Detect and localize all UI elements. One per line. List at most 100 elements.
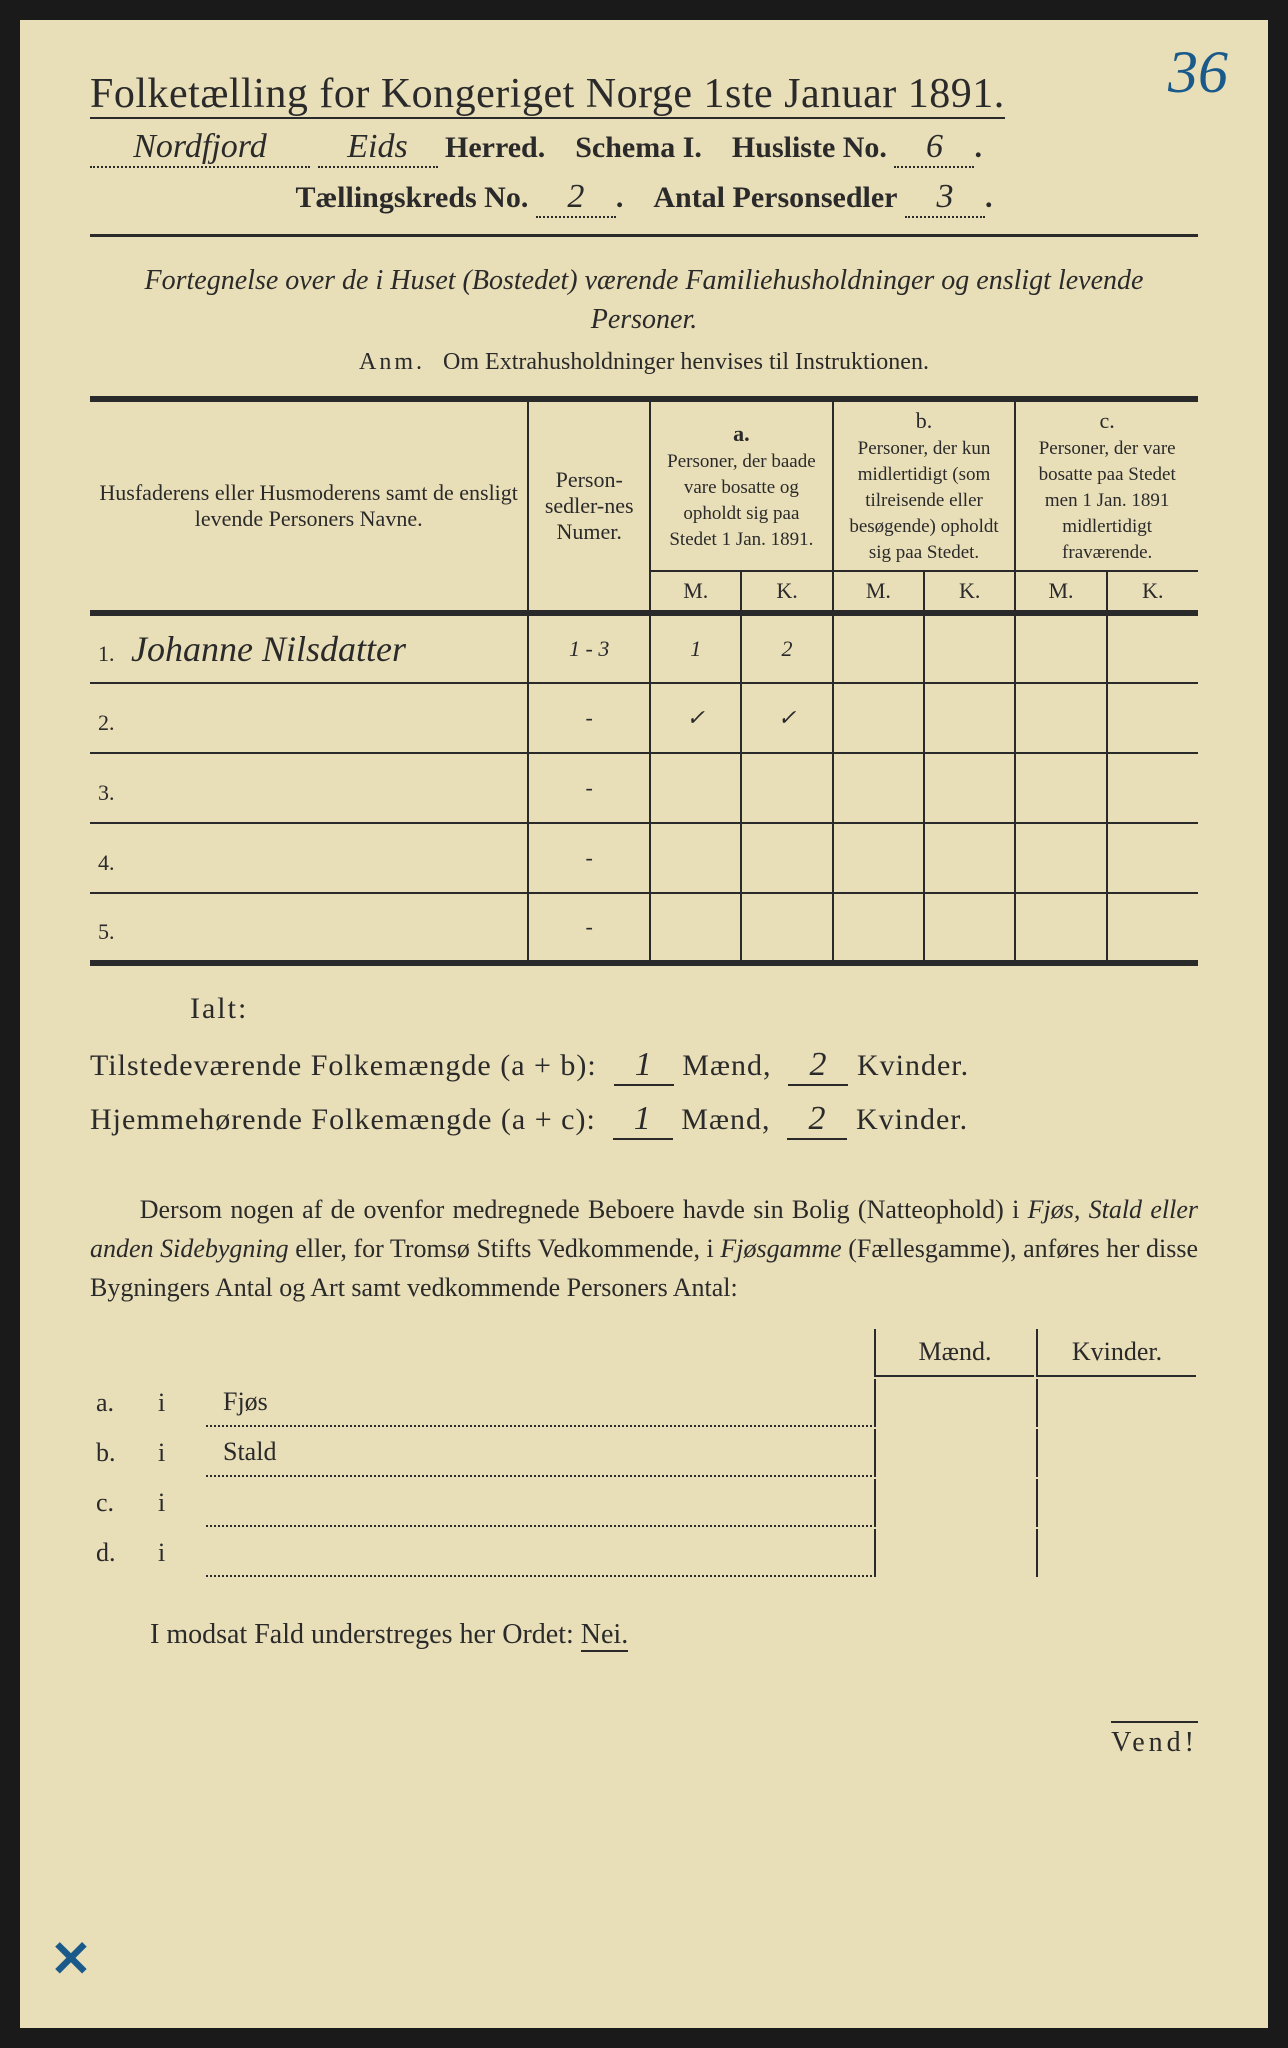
row-bk: [924, 613, 1015, 683]
bt-l: d.: [92, 1529, 152, 1577]
outbuilding-row: a.i Fjøs: [92, 1379, 1196, 1427]
divider-line: [90, 234, 1198, 237]
row-bm: [833, 823, 924, 893]
th-name: Husfaderens eller Husmoderens samt de en…: [90, 399, 528, 613]
bt-i: i: [154, 1379, 204, 1427]
anm-line: Anm. Om Extrahusholdninger henvises til …: [90, 349, 1198, 376]
bt-k: [1036, 1479, 1196, 1527]
household-table: Husfaderens eller Husmoderens samt de en…: [90, 396, 1198, 966]
row-bm: [833, 893, 924, 963]
row-n: 5.: [90, 893, 528, 963]
sum-resident: Hjemmehørende Folkemængde (a + c): 1 Mæn…: [90, 1100, 1198, 1140]
table-row: 2. -✓✓: [90, 683, 1198, 753]
form-title: Folketælling for Kongeriget Norge 1ste J…: [90, 70, 1198, 118]
bt-khead: Kvinder.: [1036, 1329, 1196, 1377]
bt-l: a.: [92, 1379, 152, 1427]
antal-label: Antal Personsedler: [653, 181, 897, 214]
row-am: ✓: [650, 683, 741, 753]
bt-m: [874, 1429, 1034, 1477]
row-cm: [1015, 893, 1106, 963]
th-b: b. Personer, der kun midlertidigt (som t…: [833, 399, 1016, 571]
row-ak: [741, 893, 832, 963]
sum1-k: 2: [788, 1046, 848, 1086]
row-bk: [924, 683, 1015, 753]
th-a: a. Personer, der baade vare bosatte og o…: [650, 399, 833, 571]
row-am: [650, 893, 741, 963]
anm-text: Om Extrahusholdninger henvises til Instr…: [443, 349, 929, 375]
row-num: -: [528, 893, 650, 963]
row-bk: [924, 753, 1015, 823]
row-num: -: [528, 683, 650, 753]
table-row: 3. -: [90, 753, 1198, 823]
row-num: 1 - 3: [528, 613, 650, 683]
th-bm: M.: [833, 571, 924, 613]
bt-t: [206, 1529, 872, 1577]
sum-present: Tilstedeværende Folkemængde (a + b): 1 M…: [90, 1046, 1198, 1086]
row-ak: 2: [741, 613, 832, 683]
kreds-label: Tællingskreds No.: [296, 181, 529, 214]
herred-value-2: Eids: [318, 128, 438, 168]
row-n: 4.: [90, 823, 528, 893]
th-ak: K.: [741, 571, 832, 613]
row-ck: [1107, 893, 1198, 963]
outbuilding-row: d.i: [92, 1529, 1196, 1577]
bt-mhead: Mænd.: [874, 1329, 1034, 1377]
row-n: 3.: [90, 753, 528, 823]
row-ak: [741, 823, 832, 893]
row-ak: ✓: [741, 683, 832, 753]
husliste-label: Husliste No.: [732, 131, 887, 164]
th-bk: K.: [924, 571, 1015, 613]
row-ck: [1107, 613, 1198, 683]
antal-no: 3: [905, 178, 985, 218]
bt-k: [1036, 1529, 1196, 1577]
herred-label: Herred.: [445, 131, 545, 164]
anm-prefix: Anm.: [359, 349, 425, 375]
th-c: c. Personer, der vare bosatte paa Stedet…: [1015, 399, 1198, 571]
table-row: 1. Johanne Nilsdatter1 - 312: [90, 613, 1198, 683]
row-am: [650, 823, 741, 893]
sum2-k: 2: [787, 1100, 847, 1140]
bt-t: Stald: [206, 1429, 872, 1477]
vend-label: Vend!: [1111, 1721, 1198, 1759]
sum2-m: 1: [613, 1100, 673, 1140]
census-form-page: 36 Folketælling for Kongeriget Norge 1st…: [20, 20, 1268, 2028]
row-ck: [1107, 823, 1198, 893]
th-cm: M.: [1015, 571, 1106, 613]
outbuilding-row: b.i Stald: [92, 1429, 1196, 1477]
th-num: Person-sedler-nes Numer.: [528, 399, 650, 613]
fortegnelse-text: Fortegnelse over de i Huset (Bostedet) v…: [90, 261, 1198, 339]
nei-line: I modsat Fald understreges her Ordet: Ne…: [150, 1619, 1198, 1651]
row-cm: [1015, 823, 1106, 893]
page-number-handwritten: 36: [1168, 38, 1228, 107]
bt-l: c.: [92, 1479, 152, 1527]
row-cm: [1015, 753, 1106, 823]
th-am: M.: [650, 571, 741, 613]
sum1-m: 1: [614, 1046, 674, 1086]
bt-m: [874, 1529, 1034, 1577]
row-bk: [924, 823, 1015, 893]
herred-line: Nordfjord Eids Herred. Schema I. Huslist…: [90, 128, 1198, 168]
x-mark: ✕: [50, 1930, 92, 1988]
herred-value-1: Nordfjord: [90, 128, 310, 168]
row-bm: [833, 753, 924, 823]
table-row: 4. -: [90, 823, 1198, 893]
kreds-no: 2: [536, 178, 616, 218]
row-cm: [1015, 683, 1106, 753]
row-bm: [833, 683, 924, 753]
row-n: 1. Johanne Nilsdatter: [90, 613, 528, 683]
row-name: Johanne Nilsdatter: [131, 629, 406, 669]
ialt-label: Ialt:: [190, 992, 1198, 1026]
table-row: 5. -: [90, 893, 1198, 963]
bt-k: [1036, 1429, 1196, 1477]
outbuilding-table: Mænd. Kvinder. a.i Fjøsb.i Staldc.i d.i: [90, 1327, 1198, 1579]
bt-i: i: [154, 1529, 204, 1577]
outbuilding-row: c.i: [92, 1479, 1196, 1527]
bt-l: b.: [92, 1429, 152, 1477]
row-num: -: [528, 753, 650, 823]
bt-k: [1036, 1379, 1196, 1427]
bt-i: i: [154, 1429, 204, 1477]
row-ak: [741, 753, 832, 823]
row-am: [650, 753, 741, 823]
row-cm: [1015, 613, 1106, 683]
husliste-no: 6: [894, 128, 974, 168]
